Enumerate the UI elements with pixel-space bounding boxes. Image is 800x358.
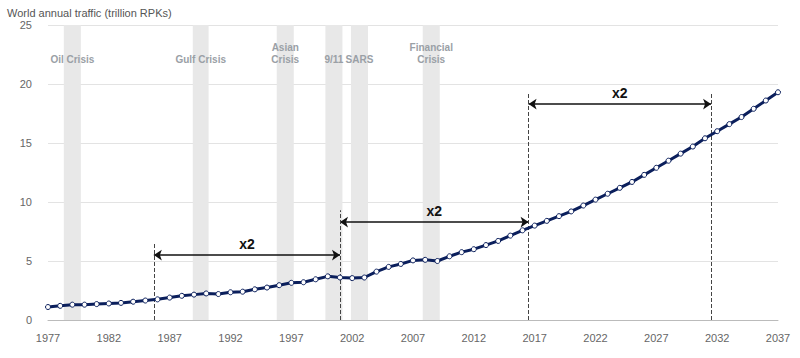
svg-text:10: 10 [20, 196, 32, 208]
svg-text:1997: 1997 [279, 332, 303, 344]
svg-text:25: 25 [20, 19, 32, 31]
svg-text:Asian: Asian [272, 42, 299, 53]
svg-text:x2: x2 [427, 203, 443, 219]
svg-text:2037: 2037 [766, 332, 790, 344]
svg-text:2012: 2012 [462, 332, 486, 344]
svg-text:9/11: 9/11 [324, 54, 343, 65]
svg-text:x2: x2 [612, 85, 628, 101]
svg-text:1977: 1977 [36, 332, 60, 344]
svg-text:Crisis: Crisis [417, 54, 445, 65]
svg-text:1992: 1992 [218, 332, 242, 344]
svg-text:World annual traffic (trillion: World annual traffic (trillion RPKs) [7, 7, 172, 19]
svg-text:2017: 2017 [522, 332, 546, 344]
svg-text:2007: 2007 [401, 332, 425, 344]
svg-text:2027: 2027 [644, 332, 668, 344]
svg-text:0: 0 [26, 314, 32, 326]
svg-text:1982: 1982 [97, 332, 121, 344]
svg-text:2002: 2002 [340, 332, 364, 344]
svg-text:Gulf Crisis: Gulf Crisis [175, 54, 226, 65]
svg-text:Crisis: Crisis [271, 54, 299, 65]
svg-text:Oil Crisis: Oil Crisis [50, 54, 94, 65]
svg-text:1987: 1987 [157, 332, 181, 344]
svg-text:2022: 2022 [583, 332, 607, 344]
svg-text:15: 15 [20, 137, 32, 149]
svg-text:5: 5 [26, 255, 32, 267]
svg-text:20: 20 [20, 78, 32, 90]
svg-text:x2: x2 [239, 236, 255, 252]
svg-text:2032: 2032 [705, 332, 729, 344]
svg-text:SARS: SARS [346, 54, 374, 65]
svg-text:Financial: Financial [410, 42, 454, 53]
